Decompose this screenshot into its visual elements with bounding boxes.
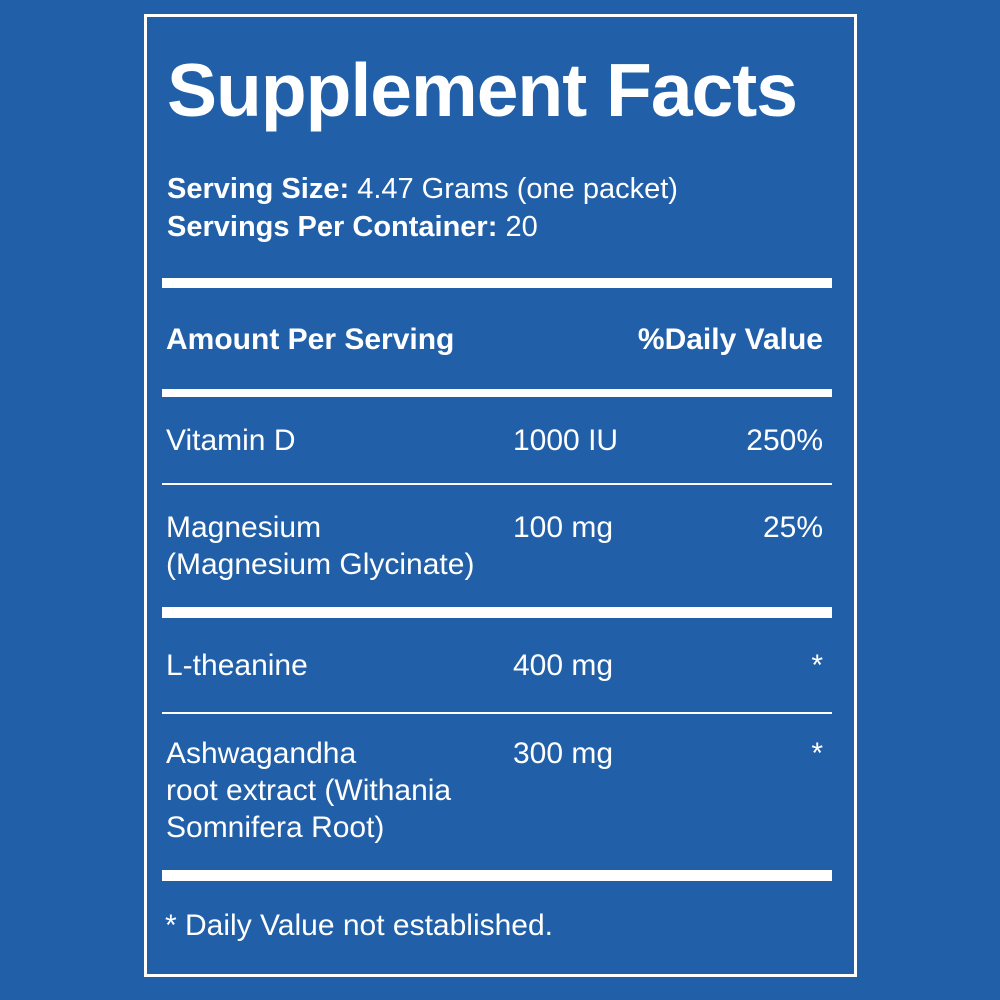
ingredient-name-detail: root extract (Withania	[166, 774, 452, 807]
ingredient-name-detail: (Magnesium Glycinate)	[166, 548, 475, 581]
ingredient-amount: 400 mg	[513, 649, 614, 682]
ingredient-daily-value: 250%	[746, 424, 823, 457]
ingredient-amount: 1000 IU	[513, 424, 619, 457]
ingredient-name: L-theanine	[166, 649, 308, 682]
separator-line-2	[162, 712, 832, 714]
servings-per-container-label: Servings Per Container:	[167, 211, 498, 243]
separator-line-1	[162, 483, 832, 485]
separator-bar-header	[162, 389, 832, 397]
supplement-facts-panel: Supplement Facts Serving Size: 4.47 Gram…	[144, 14, 857, 977]
serving-size-label: Serving Size:	[167, 173, 350, 205]
servings-per-container-line: Servings Per Container: 20	[167, 208, 678, 246]
ingredient-name-detail: Somnifera Root)	[166, 811, 385, 844]
ingredient-amount: 100 mg	[513, 511, 614, 544]
separator-bar-bottom	[162, 870, 832, 881]
servings-per-container-value: 20	[505, 211, 538, 243]
ingredient-name: Ashwagandha	[166, 737, 357, 770]
serving-size-line: Serving Size: 4.47 Grams (one packet)	[167, 170, 678, 208]
ingredient-name: Magnesium	[166, 511, 322, 544]
ingredient-amount: 300 mg	[513, 737, 614, 770]
daily-value-footnote: * Daily Value not established.	[165, 909, 554, 942]
ingredient-daily-value: 25%	[762, 511, 823, 544]
amount-per-serving-header: Amount Per Serving	[166, 323, 455, 356]
separator-bar-mid	[162, 607, 832, 618]
ingredient-daily-value: *	[811, 649, 823, 682]
serving-size-value: 4.47 Grams (one packet)	[357, 173, 678, 205]
supplement-facts-title: Supplement Facts	[167, 48, 798, 132]
serving-info: Serving Size: 4.47 Grams (one packet) Se…	[167, 170, 678, 246]
daily-value-header: %Daily Value	[637, 323, 823, 356]
ingredient-daily-value: *	[811, 737, 823, 770]
ingredient-name: Vitamin D	[166, 424, 296, 457]
separator-bar-top	[162, 278, 832, 288]
